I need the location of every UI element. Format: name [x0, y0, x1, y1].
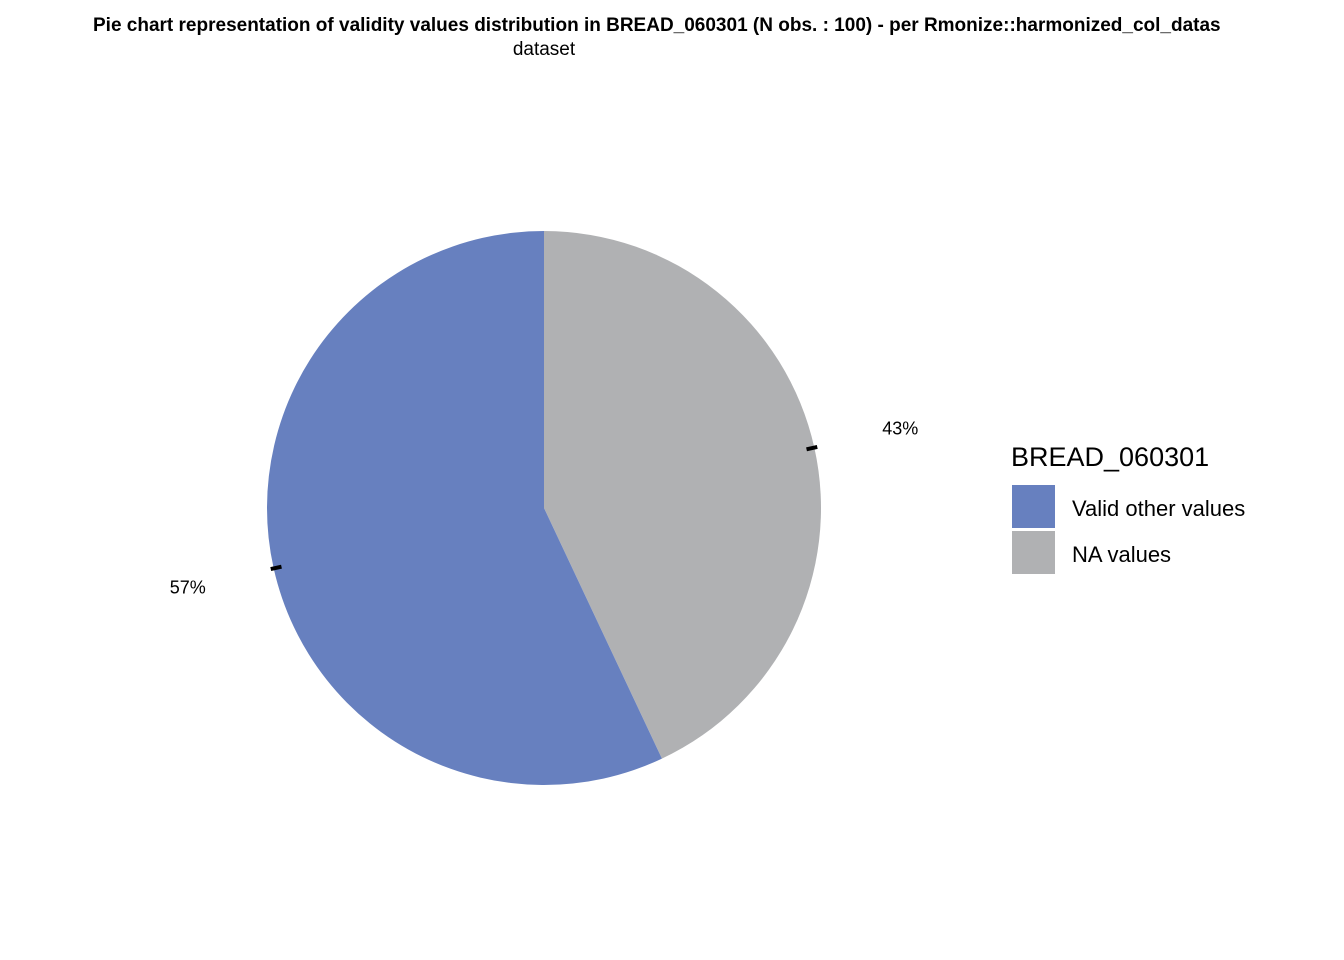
- legend-label-na: NA values: [1072, 542, 1171, 567]
- pie-label-valid: 57%: [170, 578, 206, 598]
- legend-key-valid: [1012, 485, 1055, 528]
- label-group: 43% 57%: [170, 418, 918, 597]
- pie-label-na: 43%: [882, 418, 918, 438]
- legend-title: BREAD_060301: [1011, 442, 1209, 472]
- chart-subtitle: dataset: [513, 39, 576, 60]
- pie-slice-na: [544, 231, 821, 759]
- pie-tick-na: [806, 444, 818, 452]
- pie-group: [267, 231, 821, 785]
- legend: BREAD_060301 Valid other values NA value…: [1011, 442, 1245, 574]
- legend-label-valid: Valid other values: [1072, 496, 1245, 521]
- legend-key-na: [1012, 531, 1055, 574]
- chart-title: Pie chart representation of validity val…: [93, 15, 1221, 36]
- pie-tick-valid: [270, 564, 282, 572]
- pie-slice-valid: [267, 231, 662, 785]
